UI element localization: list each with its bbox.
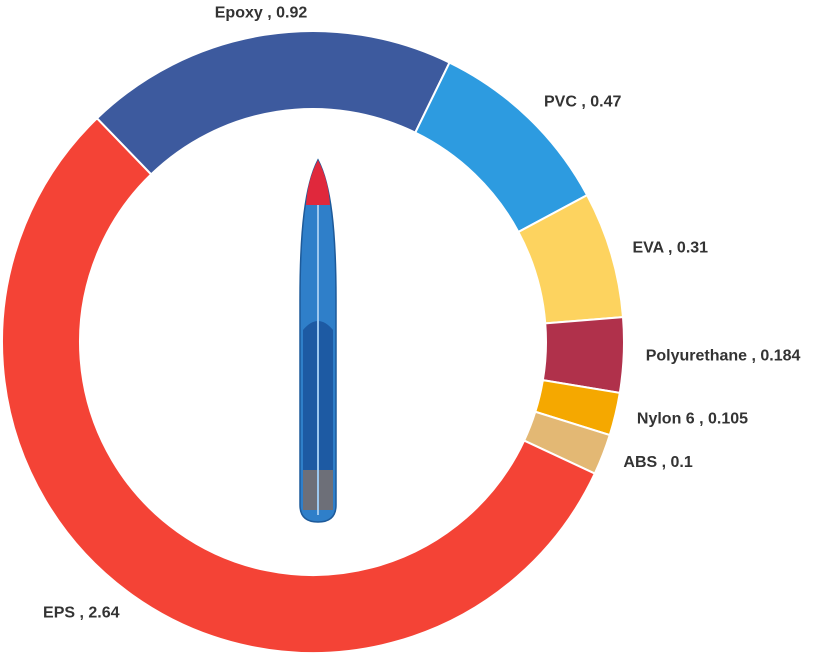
slice-label: EPS , 2.64 [43, 604, 120, 621]
slice-label: EVA , 0.31 [632, 239, 708, 256]
chart: Epoxy , 0.92 PVC , 0.47 EVA , 0.31 Polyuret… [0, 0, 828, 654]
donut-slice [415, 63, 587, 232]
slice-label: Polyurethane , 0.184 [646, 347, 801, 364]
slice-label: Epoxy , 0.92 [215, 4, 308, 21]
donut-slice [97, 31, 450, 174]
slice-label: PVC , 0.47 [544, 93, 621, 110]
slice-label: Nylon 6 , 0.105 [637, 410, 748, 427]
paddleboard-illustration [300, 160, 336, 522]
slice-label: ABS , 0.1 [623, 454, 692, 471]
